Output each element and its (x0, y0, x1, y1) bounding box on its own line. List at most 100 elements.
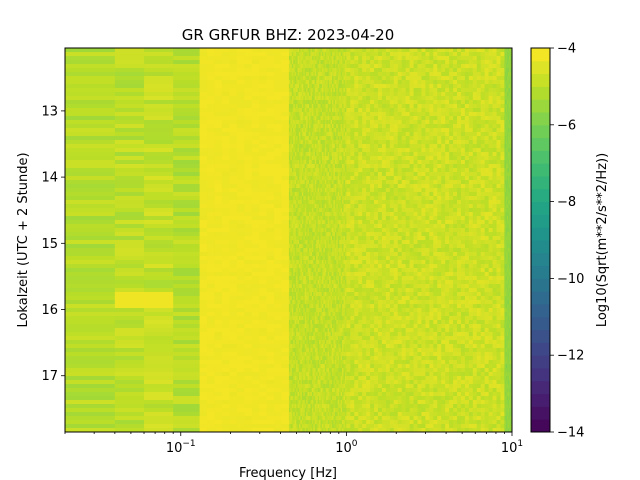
heatmap-cell (310, 352, 313, 357)
heatmap-cell (321, 392, 325, 397)
heatmap-cell (321, 380, 325, 385)
heatmap-cell (323, 156, 326, 161)
heatmap-cell (114, 144, 145, 149)
heatmap-cell (337, 356, 340, 361)
heatmap-cell (221, 376, 230, 381)
heatmap-cell (310, 408, 313, 413)
heatmap-cell (304, 388, 307, 393)
heatmap-cell (321, 324, 325, 329)
heatmap-cell (290, 56, 293, 61)
heatmap-cell (291, 224, 294, 229)
heatmap-cell (207, 236, 216, 241)
heatmap-cell (303, 364, 306, 369)
heatmap-cell (314, 304, 317, 309)
heatmap-cell (310, 176, 313, 181)
heatmap-cell (251, 296, 260, 301)
heatmap-cell (339, 428, 342, 432)
heatmap-cell (309, 328, 312, 333)
heatmap-cell (332, 364, 335, 369)
heatmap-cell (329, 116, 332, 121)
heatmap-cell (144, 300, 174, 305)
heatmap-cell (307, 88, 310, 93)
heatmap-cell (251, 92, 260, 97)
heatmap-cell (310, 180, 313, 185)
heatmap-cell (266, 232, 275, 237)
heatmap-cell (324, 228, 327, 233)
heatmap-cell (300, 380, 303, 385)
heatmap-cell (294, 348, 297, 353)
heatmap-cell (332, 228, 335, 233)
heatmap-cell (297, 212, 300, 217)
heatmap-cell (266, 196, 275, 201)
heatmap-cell (309, 56, 312, 61)
heatmap-cell (313, 320, 316, 325)
heatmap-cell (339, 116, 342, 121)
heatmap-cell (301, 424, 304, 429)
heatmap-cell (214, 308, 223, 313)
heatmap-cell (307, 84, 310, 89)
heatmap-cell (297, 344, 300, 349)
heatmap-cell (296, 268, 299, 273)
heatmap-cell (316, 88, 319, 93)
heatmap-cell (317, 136, 320, 141)
heatmap-cell (281, 296, 290, 301)
heatmap-cell (326, 52, 329, 57)
heatmap-cell (333, 332, 336, 337)
heatmap-cell (291, 52, 294, 57)
heatmap-cell (291, 240, 294, 245)
heatmap-cell (144, 60, 174, 65)
heatmap-cell (313, 96, 316, 101)
heatmap-cell (199, 284, 208, 289)
heatmap-cell (313, 304, 316, 309)
heatmap-cell (301, 80, 304, 85)
heatmap-cell (310, 420, 313, 425)
heatmap-cell (316, 164, 319, 169)
heatmap-cell (329, 92, 332, 97)
heatmap-cell (65, 268, 116, 273)
heatmap-cell (65, 340, 116, 345)
heatmap-cell (173, 88, 201, 93)
heatmap-cell (293, 192, 296, 197)
heatmap-cell (301, 108, 304, 113)
heatmap-cell (320, 128, 323, 133)
heatmap-cell (221, 428, 230, 432)
heatmap-cell (334, 312, 337, 317)
heatmap-cell (294, 284, 297, 289)
heatmap-cell (296, 356, 299, 361)
heatmap-cell (207, 396, 216, 401)
heatmap-cell (327, 304, 330, 309)
heatmap-cell (259, 220, 268, 225)
heatmap-cell (288, 212, 291, 217)
heatmap-cell (310, 376, 313, 381)
heatmap-cell (173, 152, 201, 157)
heatmap-cell (321, 184, 325, 189)
heatmap-cell (266, 72, 275, 77)
heatmap-cell (229, 112, 238, 117)
heatmap-cell (327, 236, 330, 241)
heatmap-cell (221, 300, 230, 305)
heatmap-cell (297, 80, 300, 85)
heatmap-cell (274, 92, 283, 97)
heatmap-cell (274, 204, 283, 209)
heatmap-cell (290, 232, 293, 237)
heatmap-cell (319, 232, 322, 237)
heatmap-cell (304, 200, 307, 205)
heatmap-cell (339, 328, 342, 333)
heatmap-cell (327, 272, 330, 277)
heatmap-cell (326, 304, 329, 309)
heatmap-cell (329, 80, 332, 85)
heatmap-cell (251, 412, 260, 417)
heatmap-cell (293, 332, 296, 337)
heatmap-cell (330, 208, 333, 213)
heatmap-cell (291, 208, 294, 213)
heatmap-cell (300, 396, 303, 401)
heatmap-cell (339, 380, 342, 385)
heatmap-cell (336, 64, 339, 69)
heatmap-cell (144, 152, 174, 157)
heatmap-cell (327, 124, 330, 129)
heatmap-cell (207, 320, 216, 325)
heatmap-cell (307, 284, 310, 289)
heatmap-cell (329, 104, 332, 109)
heatmap-cell (332, 152, 335, 157)
heatmap-cell (336, 412, 339, 417)
